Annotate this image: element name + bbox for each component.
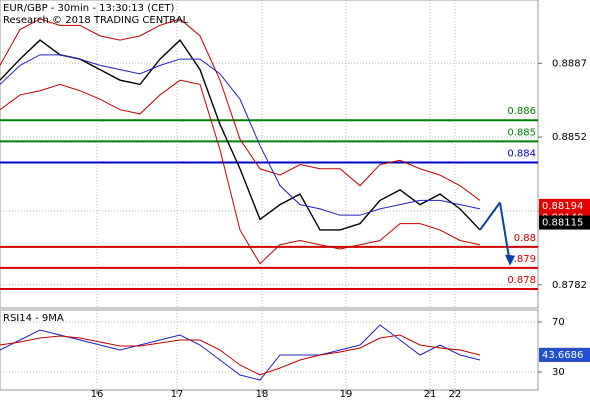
- x-tick-label: 18: [256, 389, 269, 400]
- level-label: 0.879: [507, 254, 536, 265]
- price-tag: [539, 215, 590, 230]
- y-tick-label: 0.8852: [552, 132, 587, 143]
- panel-title: RSI14 - 9MA: [3, 313, 64, 324]
- forecast-arrow: [499, 202, 511, 264]
- price-panel: [0, 0, 539, 309]
- x-tick-label: 17: [171, 389, 184, 400]
- panel-subtitle: Research © 2018 TRADING CENTRAL: [3, 15, 189, 26]
- series-line: [0, 54, 481, 216]
- x-tick-label: 22: [449, 389, 462, 400]
- level-label: 0.88: [514, 233, 536, 244]
- price-tag-label: 0.88115: [542, 218, 583, 229]
- price-tag: [539, 347, 590, 362]
- price-tag: [539, 198, 590, 213]
- arrow-head: [505, 254, 515, 266]
- x-tick-label: 21: [424, 389, 437, 400]
- level-label: 0.885: [507, 127, 536, 138]
- level-label: 0.886: [507, 106, 536, 117]
- series-line: [0, 334, 481, 376]
- panel-title: EUR/GBP - 30min - 13:30:13 (CET): [3, 3, 175, 14]
- y-tick-label: 0.8887: [552, 58, 587, 69]
- series-line: [0, 324, 481, 381]
- x-tick-label: 19: [340, 389, 353, 400]
- series-line: [0, 79, 481, 265]
- level-label: 0.884: [507, 148, 536, 159]
- series-line: [0, 39, 481, 231]
- level-label: 0.878: [507, 275, 536, 286]
- x-tick-label: 16: [91, 389, 104, 400]
- y-tick-label: 0.8782: [552, 280, 587, 291]
- y-tick-label: 70: [552, 317, 565, 328]
- forecast-link: [479, 201, 501, 231]
- rsi-panel: [0, 309, 539, 391]
- series-line: [0, 18, 481, 201]
- y-tick-label: 30: [552, 367, 565, 378]
- price-tag-label: 43.6686: [542, 350, 583, 361]
- price-tag-label: 0.88194: [542, 201, 583, 212]
